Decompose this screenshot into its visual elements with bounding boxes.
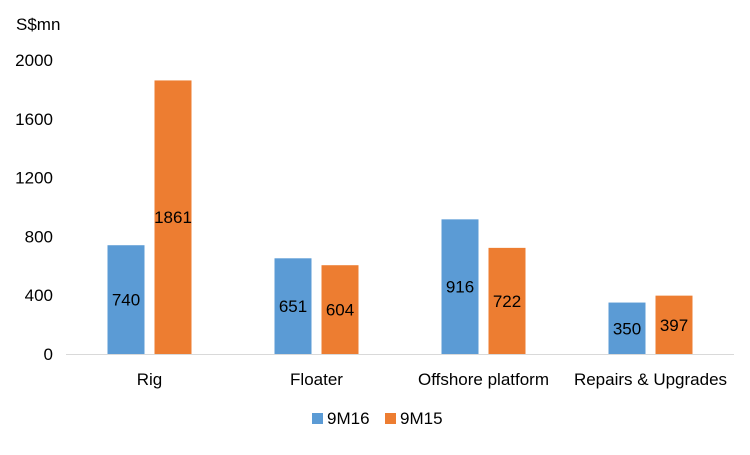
bar-9m16-1 — [274, 258, 312, 354]
legend-swatch-9m15 — [385, 413, 396, 424]
x-tick-label: Repairs & Upgrades — [574, 370, 727, 389]
data-label: 350 — [613, 319, 641, 338]
y-tick-label: 800 — [25, 227, 53, 246]
y-tick-label: 400 — [25, 286, 53, 305]
bars-group — [107, 80, 693, 355]
bar-9m16-2 — [441, 219, 479, 354]
bar-9m16-3 — [608, 302, 646, 354]
bar-9m15-3 — [655, 295, 693, 354]
x-tick-label: Rig — [137, 370, 163, 389]
bar-9m15-1 — [321, 265, 359, 354]
legend: 9M16 9M15 — [312, 409, 443, 428]
y-tick-label: 0 — [44, 345, 53, 364]
bar-9m15-0 — [154, 80, 192, 355]
data-label: 397 — [660, 316, 688, 335]
data-label: 1861 — [154, 208, 192, 227]
y-tick-label: 1600 — [15, 110, 53, 129]
x-tick-label: Floater — [290, 370, 343, 389]
data-label: 722 — [493, 292, 521, 311]
data-label: 651 — [279, 297, 307, 316]
data-label: 916 — [446, 278, 474, 297]
y-axis-ticks: 0 400 800 1200 1600 2000 — [15, 51, 53, 364]
data-label: 604 — [326, 301, 354, 320]
bar-9m16-0 — [107, 245, 145, 354]
data-labels-group: 740 1861 651 604 916 722 350 397 — [112, 208, 688, 338]
bar-9m15-2 — [488, 247, 526, 354]
x-axis-labels: Rig Floater Offshore platform Repairs & Upg… — [137, 370, 727, 389]
legend-label: 9M15 — [400, 409, 443, 428]
x-tick-label: Offshore platform — [418, 370, 549, 389]
legend-label: 9M16 — [327, 409, 370, 428]
data-label: 740 — [112, 291, 140, 310]
y-axis-unit-label: S$mn — [16, 15, 60, 34]
y-tick-label: 1200 — [15, 169, 53, 188]
legend-swatch-9m16 — [312, 413, 323, 424]
y-tick-label: 2000 — [15, 51, 53, 70]
